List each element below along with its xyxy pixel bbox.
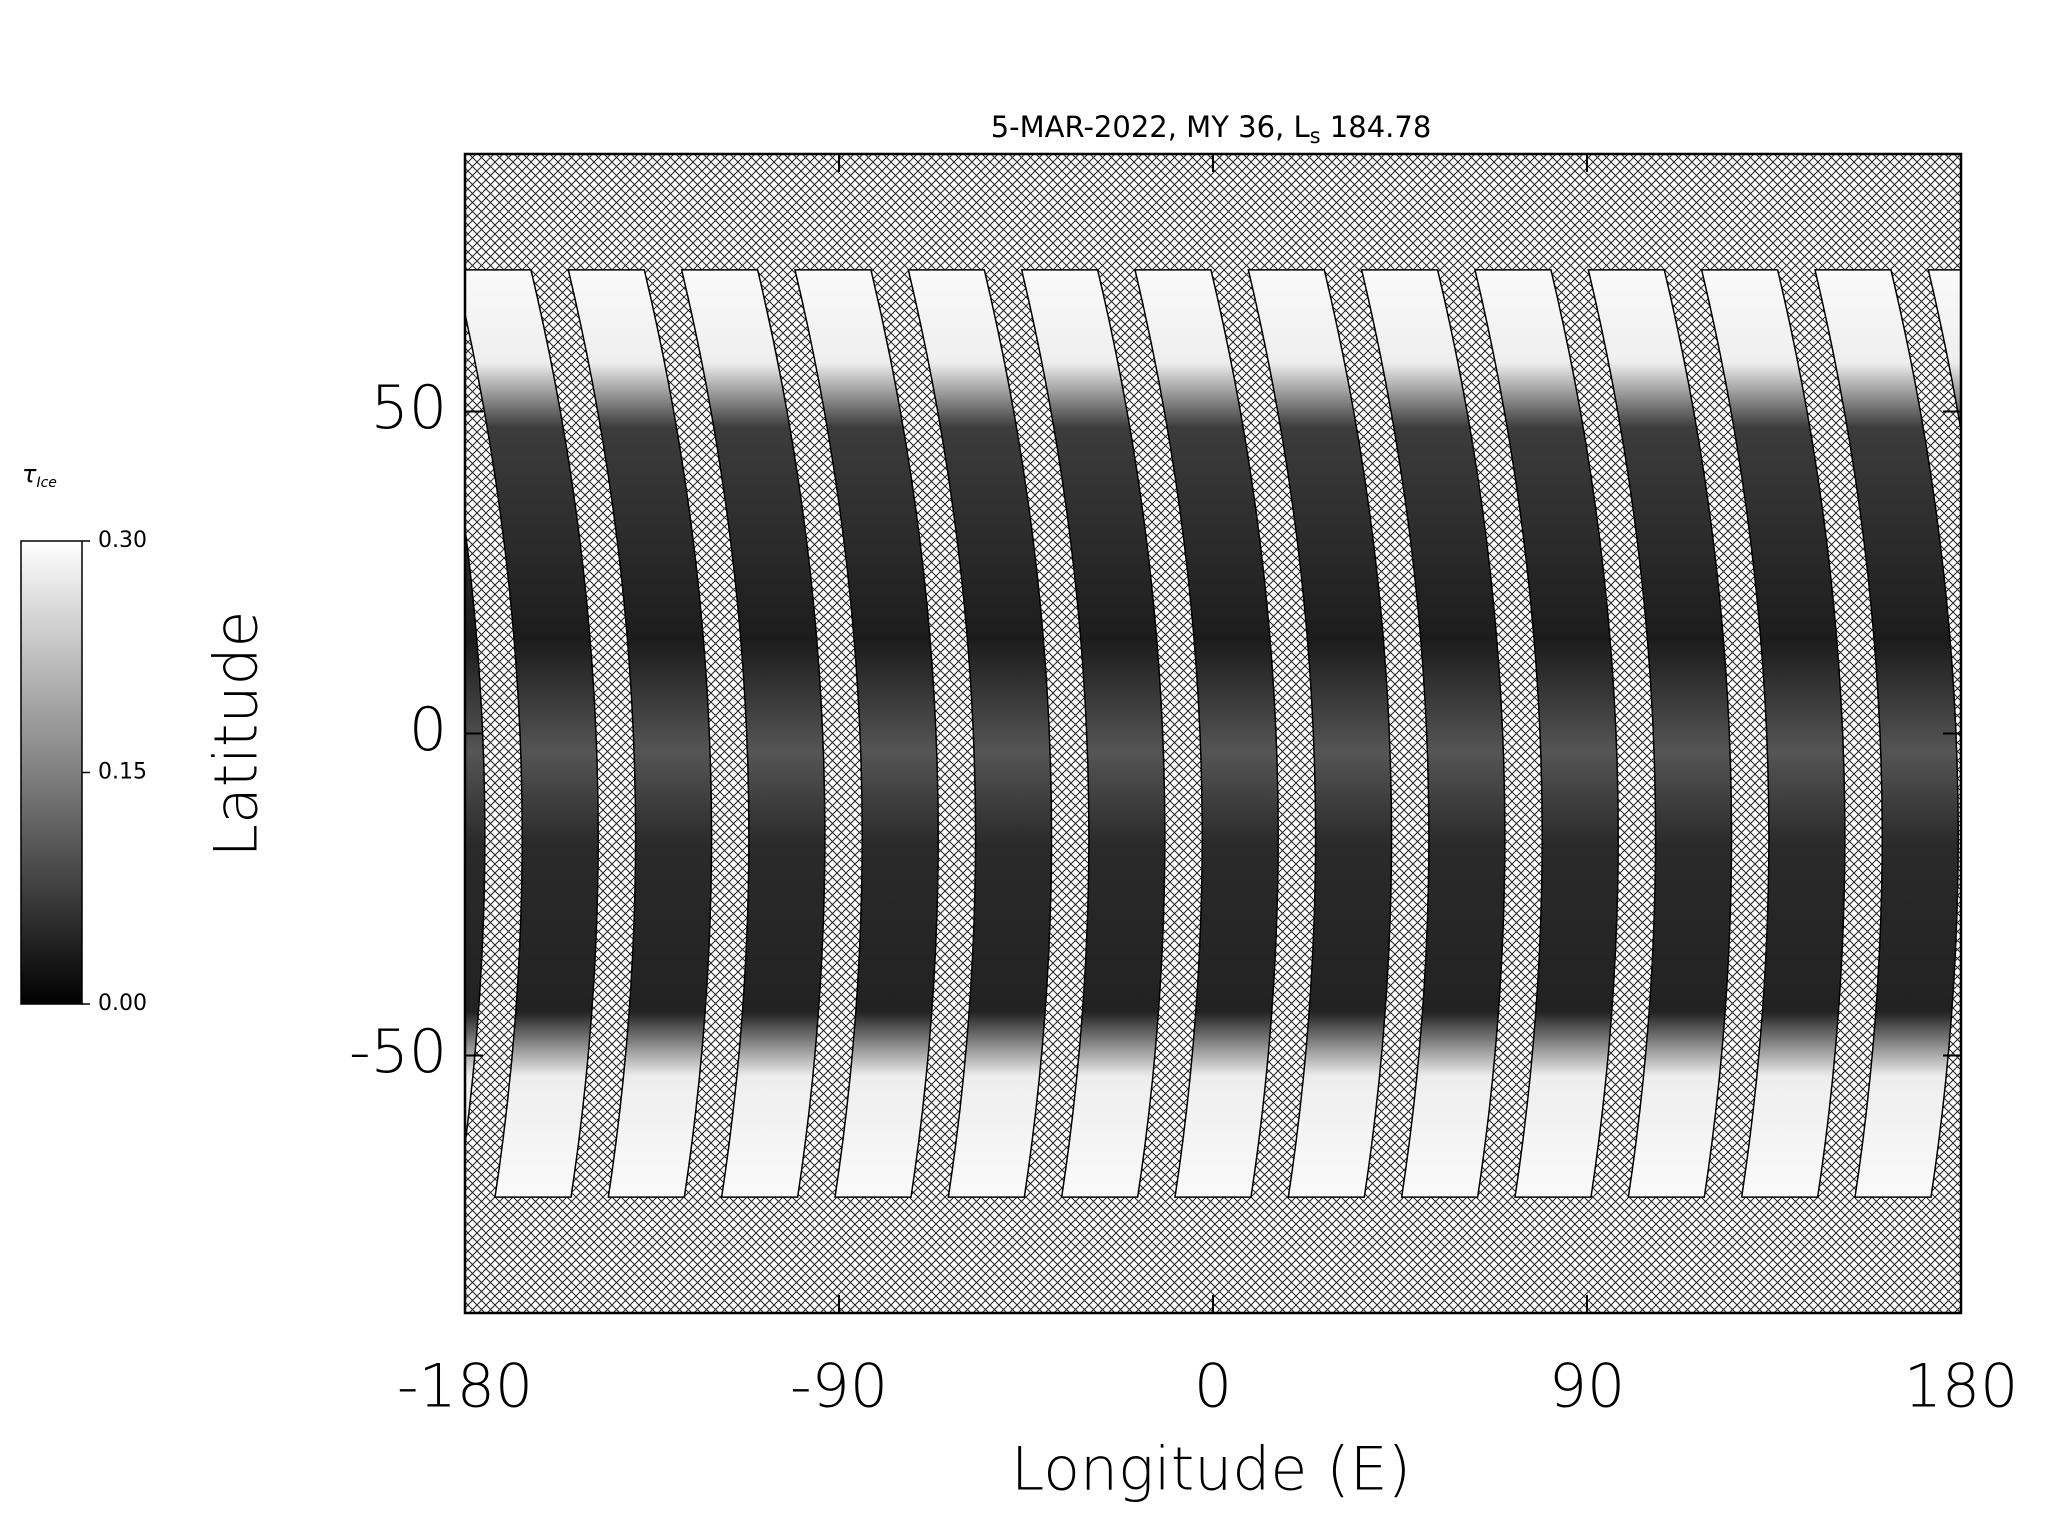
swath xyxy=(465,269,599,1198)
x-tick-label: -90 xyxy=(790,1352,888,1422)
y-tick-label: -50 xyxy=(349,1017,447,1087)
y-axis-label: Latitude xyxy=(202,611,272,858)
x-tick-label: 180 xyxy=(1904,1352,2019,1422)
swath xyxy=(907,269,1053,1198)
swath xyxy=(1360,269,1506,1198)
x-tick-label: 90 xyxy=(1549,1352,1625,1422)
x-tick-label: -180 xyxy=(397,1352,533,1422)
swath xyxy=(465,522,486,1151)
swath xyxy=(794,269,939,1198)
swath xyxy=(567,269,713,1198)
ice-swaths xyxy=(465,269,1961,1198)
x-axis-label: Longitude (E) xyxy=(1011,1435,1411,1505)
colorbar-label: τIce xyxy=(22,460,57,491)
swath xyxy=(1927,269,1961,436)
x-tick-label: 0 xyxy=(1194,1352,1232,1422)
y-tick-label: 0 xyxy=(409,695,447,765)
swath xyxy=(1587,269,1733,1198)
swath xyxy=(1814,269,1959,1198)
chart-title: 5-MAR-2022, MY 36, Ls 184.78 xyxy=(991,110,1432,148)
colorbar xyxy=(20,540,83,1005)
y-tick-label: 50 xyxy=(371,373,447,443)
colorbar-tick-label: 0.15 xyxy=(98,760,147,785)
colorbar-tick-label: 0.00 xyxy=(98,991,147,1016)
swath xyxy=(1474,269,1619,1198)
swath xyxy=(1020,269,1166,1198)
swath xyxy=(1247,269,1393,1198)
swath xyxy=(1700,269,1846,1198)
swath xyxy=(680,269,826,1198)
colorbar-tick-label: 0.30 xyxy=(98,528,147,553)
swath xyxy=(1134,269,1279,1198)
